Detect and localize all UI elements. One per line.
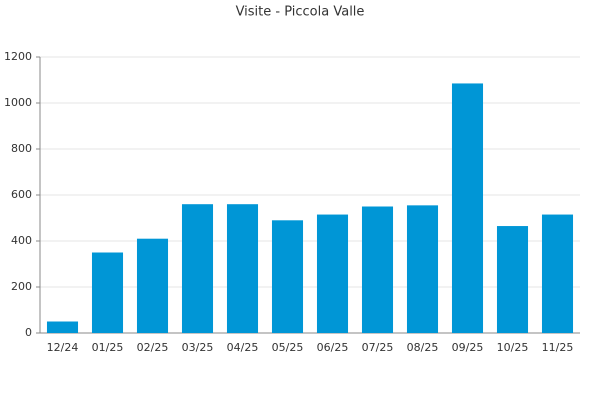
bar (541, 214, 574, 333)
bar (226, 204, 259, 333)
bar (271, 220, 304, 333)
bar (181, 204, 214, 333)
bar (46, 321, 79, 333)
bar (316, 214, 349, 333)
y-tick-label: 1000 (4, 96, 32, 109)
x-tick-label: 05/25 (272, 341, 304, 354)
x-tick-label: 10/25 (497, 341, 529, 354)
y-tick-label: 400 (11, 234, 32, 247)
x-tick-label: 04/25 (227, 341, 259, 354)
bar (451, 83, 484, 333)
y-tick-label: 600 (11, 188, 32, 201)
bar (406, 205, 439, 333)
x-tick-label: 02/25 (137, 341, 169, 354)
x-tick-label: 12/24 (47, 341, 79, 354)
x-tick-label: 07/25 (362, 341, 394, 354)
x-tick-label: 11/25 (542, 341, 574, 354)
bar (136, 238, 169, 333)
x-tick-label: 01/25 (92, 341, 124, 354)
x-tick-label: 08/25 (407, 341, 439, 354)
bar (496, 226, 529, 333)
y-tick-label: 0 (25, 326, 32, 339)
x-tick-label: 03/25 (182, 341, 214, 354)
bar (91, 252, 124, 333)
y-tick-label: 800 (11, 142, 32, 155)
x-tick-label: 06/25 (317, 341, 349, 354)
y-tick-label: 1200 (4, 50, 32, 63)
y-tick-label: 200 (11, 280, 32, 293)
chart-title: Visite - Piccola Valle (236, 5, 365, 20)
bar (361, 206, 394, 333)
x-tick-label: 09/25 (452, 341, 484, 354)
